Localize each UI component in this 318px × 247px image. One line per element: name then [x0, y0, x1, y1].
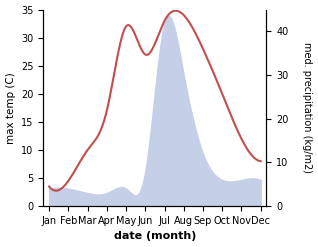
Y-axis label: max temp (C): max temp (C): [5, 72, 16, 144]
Y-axis label: med. precipitation (kg/m2): med. precipitation (kg/m2): [302, 42, 313, 173]
X-axis label: date (month): date (month): [114, 231, 196, 242]
